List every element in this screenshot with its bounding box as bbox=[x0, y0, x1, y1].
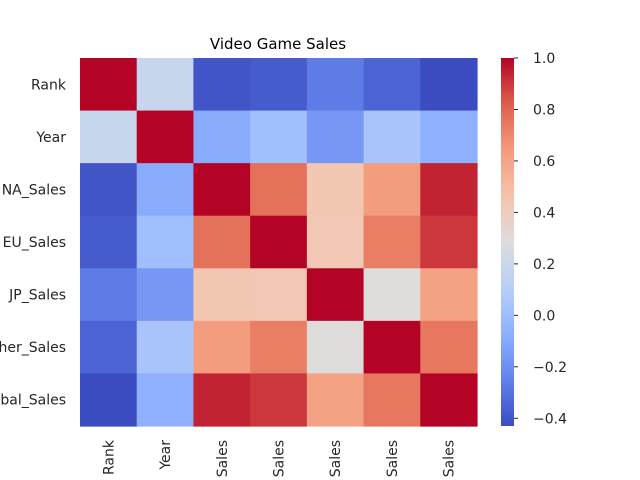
heatmap-cell bbox=[363, 163, 421, 217]
heatmap-cell bbox=[363, 58, 421, 112]
colorbar-ticks: 1.0 0.8 0.6 0.4 0.2 0.0 −0.2 −0.4 bbox=[514, 51, 567, 427]
heatmap-cell bbox=[193, 163, 251, 217]
colorbar-tick-label: −0.4 bbox=[533, 411, 567, 427]
heatmap-cell bbox=[136, 110, 195, 164]
column-tick-label: Sales bbox=[215, 440, 231, 477]
heatmap-cell bbox=[363, 373, 421, 427]
heatmap-cell bbox=[250, 58, 308, 112]
heatmap-cell bbox=[250, 320, 308, 375]
heatmap-cell bbox=[193, 268, 251, 322]
heatmap-cell bbox=[420, 163, 478, 217]
column-tick-label: Year bbox=[158, 440, 174, 471]
row-tick-label: JP_Sales bbox=[8, 288, 66, 304]
column-tick-label: Sales bbox=[385, 440, 401, 477]
heatmap-cell bbox=[136, 163, 195, 217]
heatmap-cell bbox=[193, 110, 251, 164]
heatmap-cell bbox=[363, 320, 421, 375]
heatmap-cell bbox=[80, 163, 138, 217]
heatmap-cell bbox=[420, 215, 478, 269]
column-tick-labels: Rank Year Sales Sales Sales Sales Sales bbox=[101, 439, 457, 477]
colorbar-tick-label: 0.6 bbox=[533, 154, 555, 170]
heatmap-cell bbox=[363, 268, 421, 322]
heatmap-cell bbox=[136, 373, 195, 427]
heatmap-cell bbox=[136, 268, 195, 322]
heatmap-cell bbox=[250, 268, 308, 322]
heatmap-cell bbox=[420, 268, 478, 322]
row-tick-label: bal_Sales bbox=[0, 393, 66, 409]
heatmap-cell bbox=[80, 215, 138, 269]
heatmap-cell bbox=[80, 320, 138, 375]
colorbar-tick-label: 0.2 bbox=[533, 257, 555, 273]
heatmap-cell bbox=[420, 373, 478, 427]
heatmap-cell bbox=[80, 373, 138, 427]
heatmap-cell bbox=[193, 320, 251, 375]
colorbar-tick-label: 0.0 bbox=[533, 308, 555, 324]
row-tick-label: Year bbox=[35, 130, 66, 146]
row-tick-label: Rank bbox=[31, 77, 67, 93]
column-tick-label: Sales bbox=[272, 440, 288, 477]
heatmap-cell bbox=[80, 110, 138, 164]
heatmap-cell bbox=[306, 163, 365, 217]
heatmap-cell bbox=[250, 163, 308, 217]
heatmap-cell bbox=[193, 373, 251, 427]
heatmap-cell bbox=[420, 58, 478, 112]
row-tick-label: EU_Sales bbox=[3, 235, 66, 251]
row-tick-labels: Rank Year NA_Sales EU_Sales JP_Sales her_Sale… bbox=[0, 77, 67, 408]
row-tick-label: her_Sales bbox=[0, 340, 66, 356]
heatmap-cell bbox=[136, 58, 195, 112]
chart-title: Video Game Sales bbox=[210, 35, 346, 53]
heatmap-cell bbox=[420, 110, 478, 164]
heatmap-cell bbox=[363, 110, 421, 164]
colorbar bbox=[501, 58, 514, 426]
colorbar-tick-label: −0.2 bbox=[533, 360, 567, 376]
heatmap-cell bbox=[250, 110, 308, 164]
heatmap-cell bbox=[80, 268, 138, 322]
heatmap-cell bbox=[306, 373, 365, 427]
heatmap-cell bbox=[420, 320, 478, 375]
colorbar-tick-label: 0.8 bbox=[533, 102, 555, 118]
column-tick-label: Rank bbox=[101, 439, 117, 475]
colorbar-tick-label: 0.4 bbox=[533, 205, 555, 221]
colorbar-tick-label: 1.0 bbox=[533, 51, 555, 67]
heatmap-cell bbox=[250, 215, 308, 269]
heatmap-cells bbox=[80, 58, 478, 427]
heatmap-cell bbox=[193, 58, 251, 112]
heatmap-cell bbox=[306, 320, 365, 375]
heatmap-cell bbox=[306, 110, 365, 164]
column-tick-label: Sales bbox=[442, 440, 458, 477]
heatmap-cell bbox=[306, 58, 365, 112]
heatmap-cell bbox=[136, 215, 195, 269]
heatmap-cell bbox=[80, 58, 138, 112]
heatmap-cell bbox=[193, 215, 251, 269]
row-tick-label: NA_Sales bbox=[2, 182, 66, 198]
heatmap-cell bbox=[363, 215, 421, 269]
heatmap-cell bbox=[136, 320, 195, 375]
heatmap-cell bbox=[306, 268, 365, 322]
column-tick-label: Sales bbox=[328, 440, 344, 477]
heatmap-cell bbox=[306, 215, 365, 269]
heatmap-cell bbox=[250, 373, 308, 427]
